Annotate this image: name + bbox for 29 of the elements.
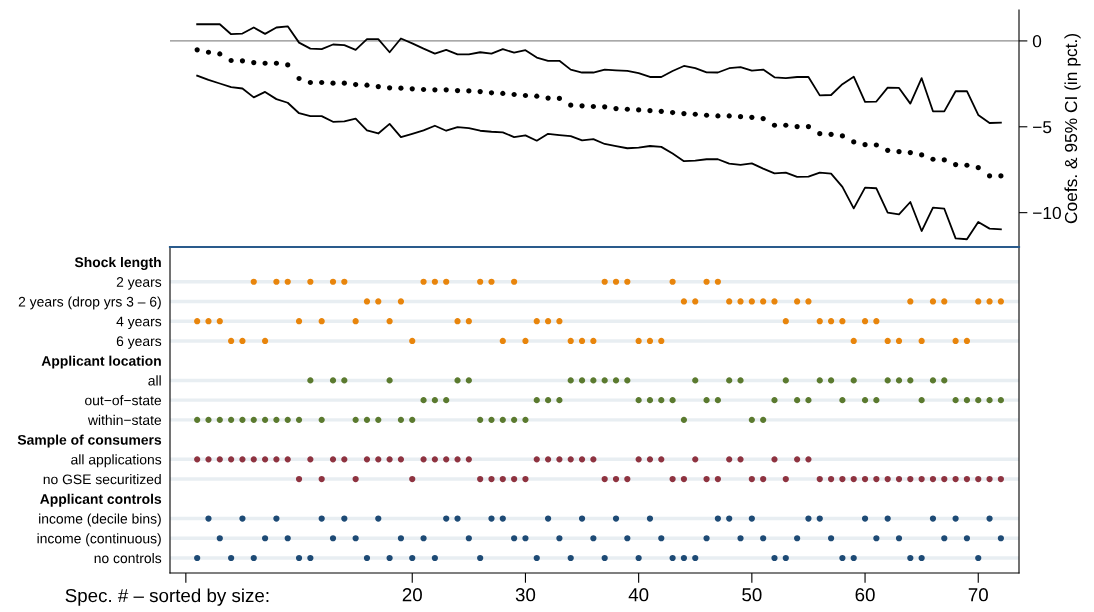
y-tick-label: Shock length <box>74 256 161 270</box>
y-tick-label: Sample of consumers <box>17 434 162 448</box>
y-tick-label: −5 <box>1033 121 1052 134</box>
y-tick-label: 0 <box>1032 35 1042 48</box>
y-tick-label: all <box>148 375 161 386</box>
y-tick-label: income (continuous) <box>37 533 161 547</box>
x-tick-label: 70 <box>968 588 988 602</box>
y-tick-label: Applicant location <box>41 355 161 369</box>
line-series <box>196 74 1002 241</box>
y-tick-label: no GSE securitized <box>43 474 161 485</box>
y-tick-label: within−state <box>87 414 162 426</box>
y-tick-label: 2 years <box>116 277 162 290</box>
x-axis-title: Spec. # – sorted by size: <box>65 588 269 606</box>
x-tick-label: 40 <box>628 588 649 602</box>
y-tick-label: income (decile bins) <box>39 513 161 527</box>
y-tick-label: out−of−state <box>85 395 162 406</box>
y-tick-label: −10 <box>1033 206 1061 220</box>
x-tick-label: 20 <box>402 588 422 602</box>
x-tick-label: 60 <box>855 588 875 602</box>
x-tick-label: 50 <box>742 588 762 602</box>
y-tick-label: Applicant controls <box>40 493 162 507</box>
line-series <box>196 23 1002 124</box>
y-tick-label: no controls <box>94 552 162 564</box>
y-tick-label: 2 years (drop yrs 3 – 6) <box>18 296 161 310</box>
y-tick-label: 4 years <box>116 316 162 330</box>
y-axis-title: Coefs. & 95% CI (in pct.) <box>1064 34 1081 224</box>
y-tick-label: 6 years <box>116 336 162 349</box>
y-tick-label: all applications <box>71 454 162 468</box>
x-tick-label: 30 <box>515 588 536 602</box>
